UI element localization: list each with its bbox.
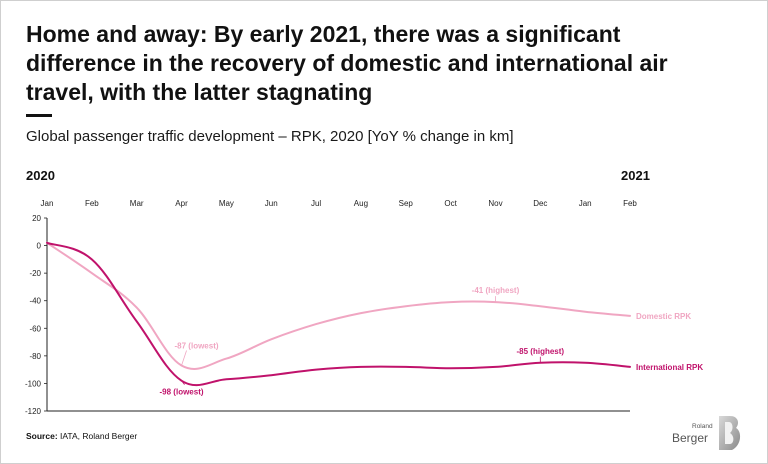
annotation-leader	[181, 350, 187, 366]
x-tick-label: Feb	[623, 199, 637, 208]
x-tick-label: Mar	[130, 199, 144, 208]
x-tick-label: Feb	[85, 199, 99, 208]
source-text: IATA, Roland Berger	[60, 431, 138, 441]
y-tick-label: -120	[25, 407, 42, 416]
y-tick-label: -40	[29, 297, 41, 306]
logo-text-berger: Berger	[672, 431, 709, 445]
x-tick-label: Jul	[311, 199, 321, 208]
x-tick-label: Jan	[41, 199, 54, 208]
y-tick-label: -100	[25, 379, 42, 388]
y-tick-label: -80	[29, 352, 41, 361]
y-tick-label: -20	[29, 269, 41, 278]
source-note: Source: IATA, Roland Berger	[26, 431, 137, 441]
annotation-label: -85 (highest)	[517, 347, 565, 356]
x-tick-label: Sep	[399, 199, 414, 208]
x-tick-label: Jan	[579, 199, 592, 208]
y-tick-label: 20	[32, 214, 41, 223]
year-label-end: 2021	[621, 168, 650, 183]
annotation-label: -41 (highest)	[472, 286, 520, 295]
title-underline	[26, 114, 52, 117]
chart-title: Home and away: By early 2021, there was …	[26, 21, 668, 105]
chart-subtitle: Global passenger traffic development – R…	[26, 128, 514, 145]
source-label: Source:	[26, 431, 58, 441]
series-label-international-rpk: International RPK	[636, 363, 703, 372]
y-tick-label: -60	[29, 324, 41, 333]
series-label-domestic-rpk: Domestic RPK	[636, 312, 691, 321]
series-line-domestic-rpk	[46, 241, 631, 370]
series-line-international-rpk	[46, 241, 631, 387]
year-label-start: 2020	[26, 168, 55, 183]
x-tick-label: Oct	[444, 199, 457, 208]
annotation-label: -87 (lowest)	[175, 342, 219, 351]
y-tick-label: 0	[37, 242, 42, 251]
x-tick-label: Jun	[265, 199, 278, 208]
x-tick-label: Aug	[354, 199, 368, 208]
logo-text-roland: Roland	[692, 423, 713, 430]
x-tick-label: Apr	[175, 199, 188, 208]
x-tick-label: May	[219, 199, 234, 208]
annotation-leader	[181, 380, 185, 385]
x-tick-label: Dec	[533, 199, 547, 208]
annotation-label: -98 (lowest)	[160, 388, 204, 397]
x-tick-label: Nov	[488, 199, 502, 208]
roland-berger-logo: Roland Berger	[672, 414, 744, 454]
logo-b-mark-icon	[719, 416, 741, 450]
